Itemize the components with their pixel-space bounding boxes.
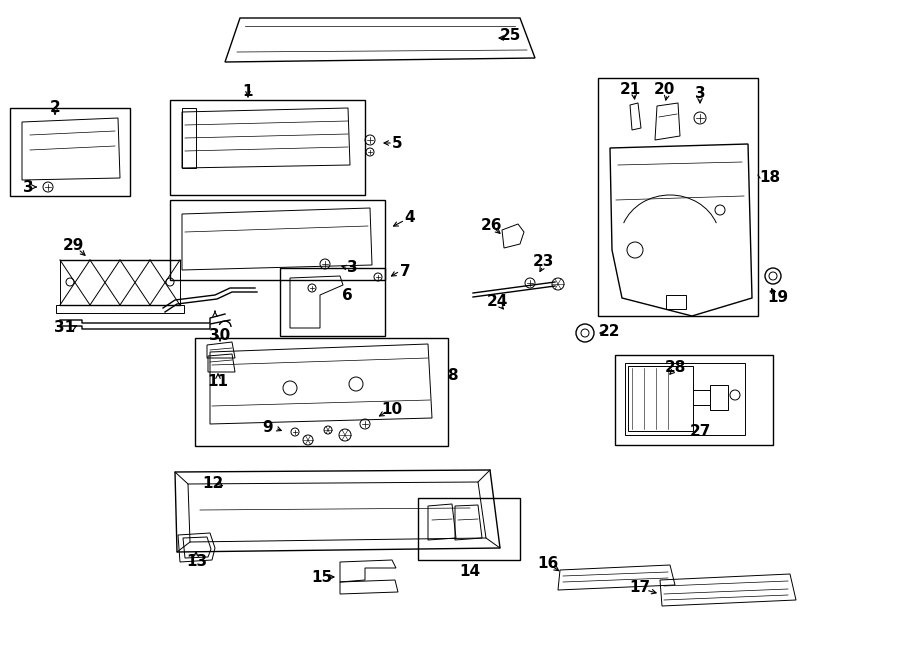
Text: 16: 16	[537, 555, 559, 570]
Text: 3: 3	[695, 85, 706, 100]
Bar	[170, 200, 385, 280]
Bar	[666, 295, 686, 309]
Text: 18: 18	[760, 171, 780, 186]
Text: 3: 3	[346, 260, 357, 276]
Bar	[280, 268, 385, 336]
Text: 6: 6	[342, 288, 353, 303]
Text: 10: 10	[382, 403, 402, 418]
Bar	[418, 498, 520, 560]
Text: 8: 8	[446, 368, 457, 383]
Text: 5: 5	[392, 136, 402, 151]
Text: 4: 4	[405, 210, 415, 225]
Bar	[710, 385, 728, 410]
Text: 17: 17	[629, 580, 651, 596]
Text: 13: 13	[186, 555, 208, 570]
Bar	[625, 363, 745, 435]
Bar	[10, 108, 130, 196]
Text: 9: 9	[263, 420, 274, 436]
Bar	[56, 305, 184, 313]
Text: 2: 2	[50, 100, 60, 116]
Text: 31: 31	[54, 321, 76, 336]
Text: 24: 24	[486, 295, 508, 309]
Text: 3: 3	[22, 180, 33, 194]
Bar	[598, 78, 758, 316]
Text: 19: 19	[768, 290, 788, 305]
Text: 23: 23	[532, 254, 554, 270]
Text: 20: 20	[653, 83, 675, 98]
Text: 28: 28	[664, 360, 686, 375]
Bar	[628, 366, 693, 431]
Text: 30: 30	[210, 327, 230, 342]
Text: 15: 15	[311, 570, 333, 584]
Text: 21: 21	[619, 83, 641, 98]
Text: 29: 29	[62, 237, 84, 253]
Text: 25: 25	[500, 28, 521, 44]
Text: 26: 26	[481, 217, 502, 233]
Text: 1: 1	[243, 83, 253, 98]
Text: 22: 22	[599, 325, 621, 340]
Bar	[195, 338, 448, 446]
Text: 27: 27	[689, 424, 711, 440]
Text: 11: 11	[208, 373, 229, 389]
Text: 12: 12	[202, 475, 223, 490]
Bar	[170, 100, 365, 195]
Text: 14: 14	[459, 564, 481, 580]
Text: 7: 7	[400, 264, 410, 278]
Bar	[615, 355, 773, 445]
